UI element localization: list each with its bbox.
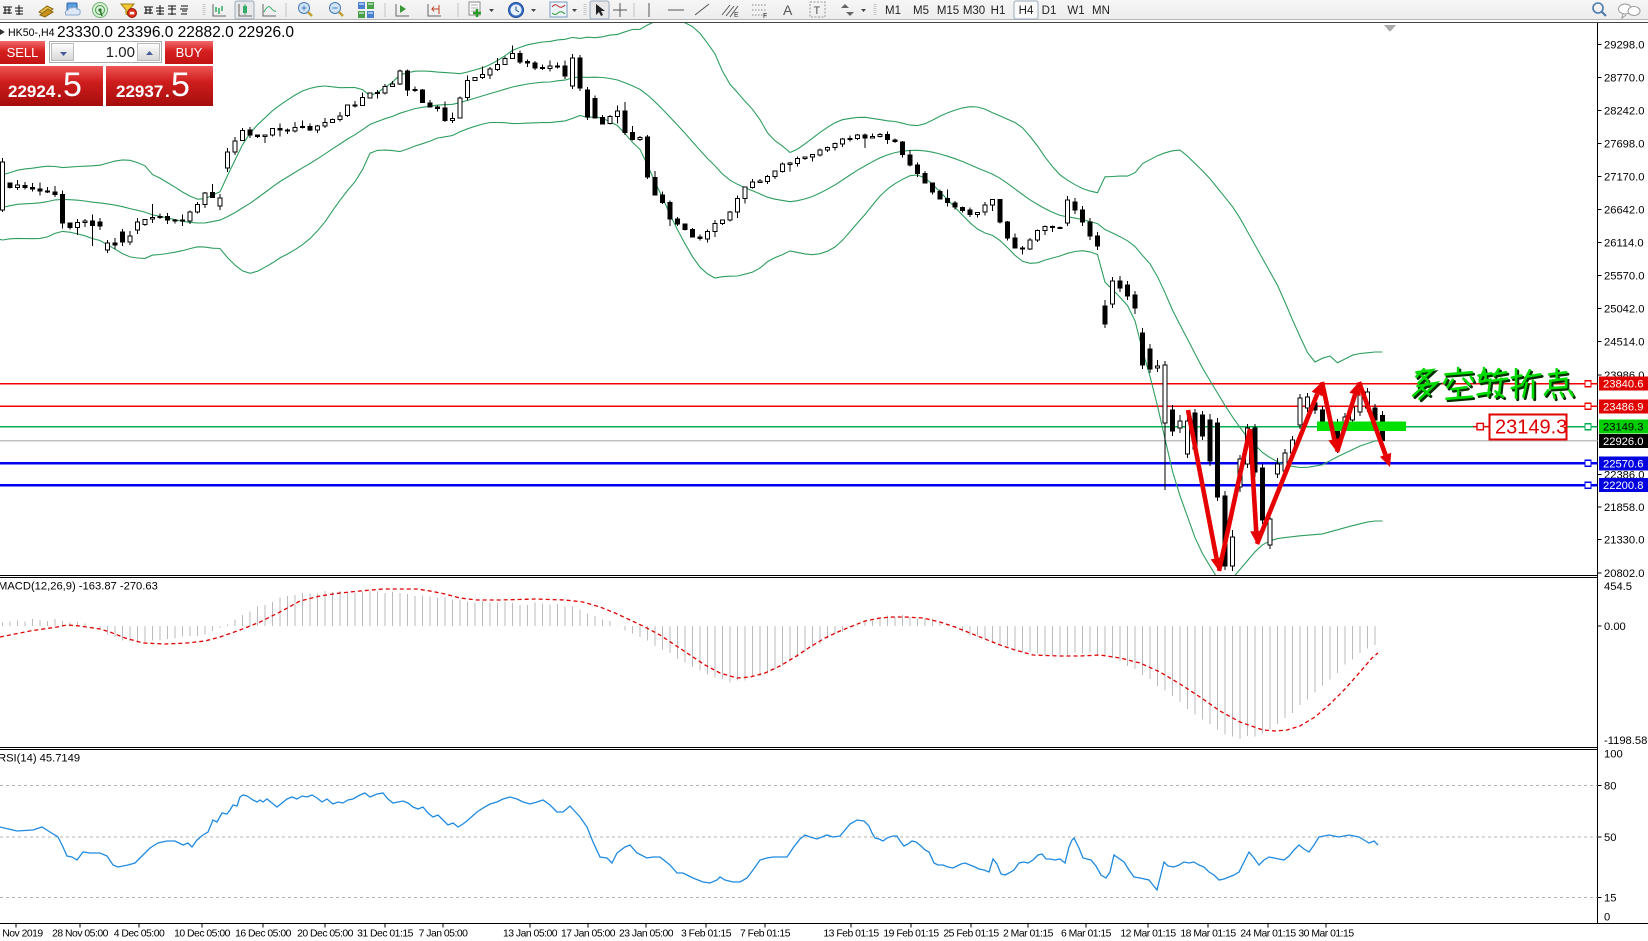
svg-text:H4: H4 <box>1019 5 1034 17</box>
svg-text:MN: MN <box>1092 5 1110 17</box>
svg-text:25 Feb 01:15: 25 Feb 01:15 <box>943 929 999 940</box>
svg-text:21330.0: 21330.0 <box>1604 535 1644 547</box>
svg-text:RSI(14) 45.7149: RSI(14) 45.7149 <box>0 753 80 765</box>
svg-text:13 Feb 01:15: 13 Feb 01:15 <box>823 929 879 940</box>
svg-text:23149.3: 23149.3 <box>1495 417 1567 439</box>
svg-text:80: 80 <box>1604 780 1616 792</box>
svg-text:27170.0: 27170.0 <box>1604 172 1644 184</box>
svg-text:0.00: 0.00 <box>1604 621 1626 633</box>
svg-text:2 Mar 01:15: 2 Mar 01:15 <box>1003 929 1054 940</box>
svg-text:21858.0: 21858.0 <box>1604 502 1644 514</box>
svg-text:23840.6: 23840.6 <box>1603 379 1643 391</box>
svg-text:-1198.58: -1198.58 <box>1604 735 1647 747</box>
svg-text:3 Feb 01:15: 3 Feb 01:15 <box>681 929 732 940</box>
svg-text:28 Nov 05:00: 28 Nov 05:00 <box>52 929 109 940</box>
svg-text:19 Feb 01:15: 19 Feb 01:15 <box>883 929 939 940</box>
svg-text:HK50-,H4: HK50-,H4 <box>8 27 55 39</box>
svg-text:25042.0: 25042.0 <box>1604 304 1644 316</box>
svg-text:15: 15 <box>1604 893 1616 905</box>
svg-text:24514.0: 24514.0 <box>1604 337 1644 349</box>
svg-text:M15: M15 <box>937 5 959 17</box>
svg-text:MACD(12,26,9) -163.87 -270.63: MACD(12,26,9) -163.87 -270.63 <box>0 581 158 593</box>
svg-text:4 Dec 05:00: 4 Dec 05:00 <box>114 929 165 940</box>
svg-text:10 Dec 05:00: 10 Dec 05:00 <box>174 929 231 940</box>
svg-text:23330.0 23396.0 22882.0 22926.: 23330.0 23396.0 22882.0 22926.0 <box>57 24 294 41</box>
svg-text:30 Mar 01:15: 30 Mar 01:15 <box>1298 929 1354 940</box>
svg-text:12 Mar 01:15: 12 Mar 01:15 <box>1120 929 1176 940</box>
svg-text:26114.0: 26114.0 <box>1604 238 1644 250</box>
svg-text:T: T <box>814 5 821 17</box>
svg-text:29298.0: 29298.0 <box>1604 40 1644 52</box>
svg-text:22200.8: 22200.8 <box>1603 480 1643 492</box>
svg-text:M5: M5 <box>913 5 929 17</box>
svg-text:31 Dec 01:15: 31 Dec 01:15 <box>357 929 414 940</box>
svg-text:A: A <box>783 2 793 18</box>
svg-text:M30: M30 <box>963 5 985 17</box>
svg-text:23 Jan 05:00: 23 Jan 05:00 <box>619 929 674 940</box>
svg-text:100: 100 <box>1604 749 1623 761</box>
svg-text:W1: W1 <box>1067 5 1084 17</box>
svg-text:18 Mar 01:15: 18 Mar 01:15 <box>1180 929 1236 940</box>
svg-text:20802.0: 20802.0 <box>1604 568 1644 580</box>
svg-text:454.5: 454.5 <box>1604 581 1632 593</box>
svg-text:7 Feb 01:15: 7 Feb 01:15 <box>740 929 791 940</box>
svg-text:50: 50 <box>1604 832 1616 844</box>
svg-text:22570.6: 22570.6 <box>1603 458 1643 470</box>
svg-text:M1: M1 <box>885 5 901 17</box>
svg-text:F: F <box>763 13 767 20</box>
svg-text:28770.0: 28770.0 <box>1604 73 1644 85</box>
svg-text:7 Jan 05:00: 7 Jan 05:00 <box>419 929 469 940</box>
svg-text:27698.0: 27698.0 <box>1604 139 1644 151</box>
svg-text:E: E <box>734 12 739 19</box>
svg-text:0: 0 <box>1604 912 1610 924</box>
svg-text:D1: D1 <box>1042 5 1057 17</box>
svg-text:22926.0: 22926.0 <box>1603 436 1643 448</box>
svg-text:23486.9: 23486.9 <box>1603 401 1643 413</box>
svg-text:22 Nov 2019: 22 Nov 2019 <box>0 929 43 940</box>
svg-text:17 Jan 05:00: 17 Jan 05:00 <box>561 929 616 940</box>
svg-text:16 Dec 05:00: 16 Dec 05:00 <box>235 929 292 940</box>
svg-text:13 Jan 05:00: 13 Jan 05:00 <box>503 929 558 940</box>
svg-text:23149.3: 23149.3 <box>1603 422 1643 434</box>
svg-text:24 Mar 01:15: 24 Mar 01:15 <box>1240 929 1296 940</box>
svg-text:25570.0: 25570.0 <box>1604 271 1644 283</box>
svg-text:28242.0: 28242.0 <box>1604 106 1644 118</box>
svg-text:H1: H1 <box>991 5 1006 17</box>
svg-text:20 Dec 05:00: 20 Dec 05:00 <box>297 929 354 940</box>
svg-text:26642.0: 26642.0 <box>1604 205 1644 217</box>
svg-text:6 Mar 01:15: 6 Mar 01:15 <box>1061 929 1112 940</box>
